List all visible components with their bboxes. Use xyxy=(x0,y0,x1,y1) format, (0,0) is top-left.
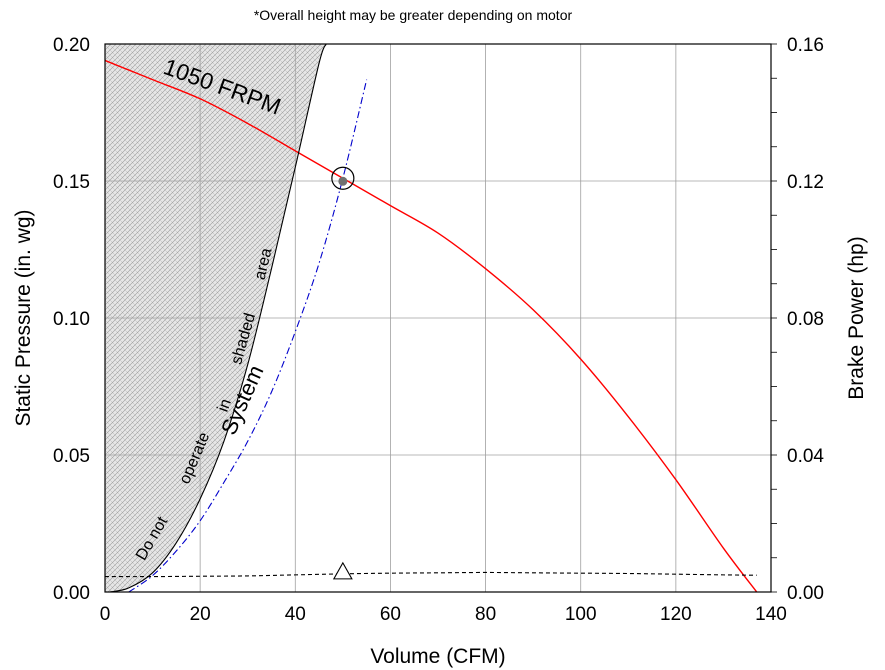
chart-note: *Overall height may be greater depending… xyxy=(254,7,573,23)
y-tick-label: 0.20 xyxy=(53,35,90,56)
x-axis-title: Volume (CFM) xyxy=(370,645,505,668)
y-tick-label: 0.10 xyxy=(53,309,90,330)
x-tick-label: 20 xyxy=(190,604,211,625)
operating-limit-line xyxy=(109,44,327,592)
y-tick-label: 0.00 xyxy=(53,583,90,604)
y-tick-label: 0.05 xyxy=(53,446,90,467)
x-tick-label: 40 xyxy=(285,604,306,625)
y2-tick-label: 0.12 xyxy=(787,172,824,193)
y2-axis-title: Brake Power (hp) xyxy=(845,236,868,399)
x-tick-label: 80 xyxy=(475,604,496,625)
y-tick-label: 0.15 xyxy=(53,172,90,193)
x-tick-label: 120 xyxy=(660,604,692,625)
axis-ticks: 0 20 40 60 80 100 120 1400.000.050.100.150.200.… xyxy=(53,35,824,625)
shaded-area-label-word: area xyxy=(252,246,276,281)
system-curve-line xyxy=(128,79,368,592)
operating-point-dot xyxy=(338,176,348,186)
y2-tick-label: 0.00 xyxy=(787,583,824,604)
markers xyxy=(331,166,355,580)
fan-curve-line xyxy=(105,59,758,592)
y2-tick-label: 0.16 xyxy=(787,35,824,56)
x-tick-label: 100 xyxy=(565,604,597,625)
x-tick-label: 140 xyxy=(755,604,787,625)
y2-tick-label: 0.04 xyxy=(787,446,824,467)
x-tick-label: 60 xyxy=(380,604,401,625)
operating-point-ring xyxy=(331,166,355,190)
series-group xyxy=(105,44,758,592)
brake-power-line xyxy=(105,571,757,578)
x-tick-label: 0 xyxy=(100,604,111,625)
y2-tick-label: 0.08 xyxy=(787,309,824,330)
shaded-area-label-word: in xyxy=(215,397,235,415)
y-axis-title: Static Pressure (in. wg) xyxy=(12,209,35,426)
brake-power-marker xyxy=(332,561,353,580)
